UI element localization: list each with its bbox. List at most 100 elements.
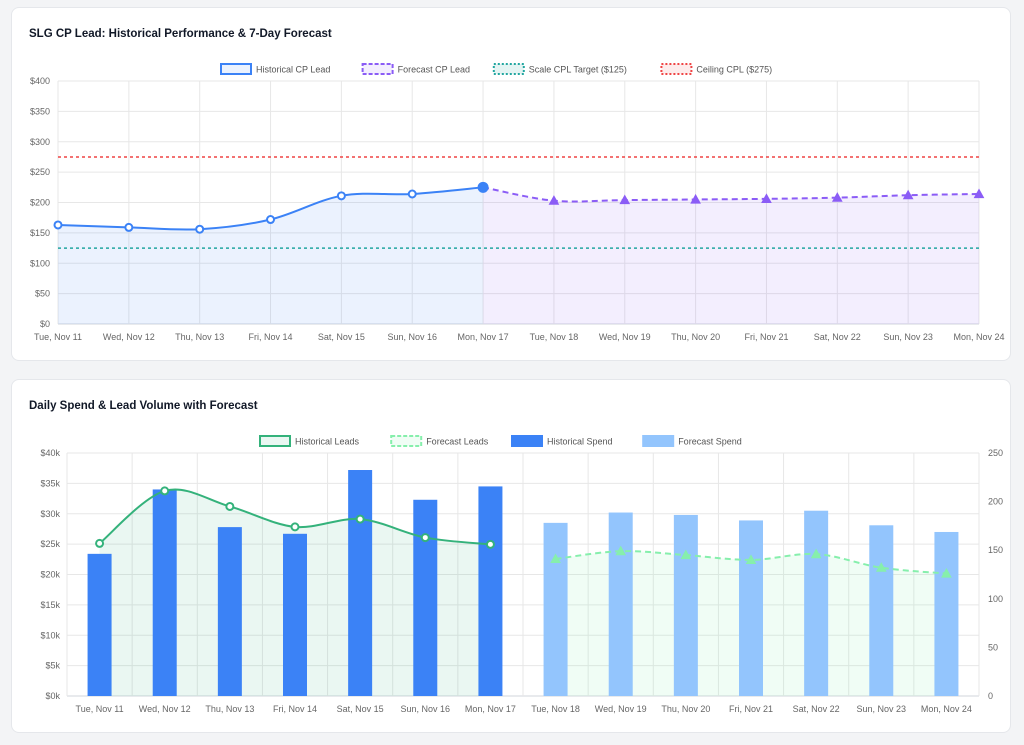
forecast-cpl-point xyxy=(902,189,914,200)
forecast-cpl-point xyxy=(690,193,701,204)
y-tick-label: $15k xyxy=(40,600,60,610)
legend-label-historical-spend: Historical Spend xyxy=(547,437,613,447)
legend-swatch-forecast-leads xyxy=(390,435,423,447)
historical-leads-point xyxy=(225,501,235,511)
y-tick-label: $200 xyxy=(30,198,50,208)
x-tick-label: Sat, Nov 15 xyxy=(318,332,365,342)
historical-leads-point xyxy=(290,522,300,532)
legend-label-historical-cp-lead: Historical CP Lead xyxy=(256,65,330,75)
legend-label-scale-target: Scale CPL Target ($125) xyxy=(529,65,627,75)
historical-leads-point xyxy=(355,514,365,524)
historical-cpl-point xyxy=(124,222,134,232)
x-tick-label: Tue, Nov 11 xyxy=(34,332,82,342)
y-tick-label: $35k xyxy=(40,478,60,488)
x-tick-label: Sat, Nov 15 xyxy=(337,704,384,714)
x-tick-label: Sun, Nov 23 xyxy=(857,704,907,714)
x-tick-label: Fri, Nov 21 xyxy=(729,704,773,714)
x-tick-label: Fri, Nov 21 xyxy=(744,332,788,342)
y-tick-label: $20k xyxy=(40,570,60,580)
forecast-spend-bar xyxy=(934,531,959,696)
legend-swatch-scale-target xyxy=(492,63,525,75)
legend-label-forecast-leads: Forecast Leads xyxy=(426,437,489,447)
legend-swatch-historical-cp-lead xyxy=(220,63,252,75)
x-tick-label: Wed, Nov 12 xyxy=(139,704,191,714)
x-tick-label: Tue, Nov 18 xyxy=(530,332,579,342)
forecast-spend-bar xyxy=(804,510,829,696)
y-tick-label: $250 xyxy=(30,167,50,177)
x-tick-label: Thu, Nov 13 xyxy=(205,704,254,714)
forecast-cpl-point xyxy=(831,192,843,202)
forecast-spend-bar xyxy=(869,525,894,696)
forecast-spend-bar xyxy=(739,520,763,696)
historical-spend-bar xyxy=(87,553,112,696)
y-tick-label: $25k xyxy=(40,539,60,549)
x-tick-label: Fri, Nov 14 xyxy=(249,332,293,342)
historical-spend-bar xyxy=(283,533,307,696)
forecast-cpl-point xyxy=(973,188,985,199)
historical-cpl-point xyxy=(266,215,276,225)
historical-spend-bar xyxy=(478,486,503,696)
forecast-cpl-point xyxy=(619,194,631,205)
x-tick-label: Thu, Nov 13 xyxy=(175,332,224,342)
legend-label-forecast-spend: Forecast Spend xyxy=(678,437,742,447)
y2-tick-label: 250 xyxy=(988,448,1003,458)
forecast-leads-point xyxy=(875,562,887,572)
x-tick-label: Mon, Nov 24 xyxy=(921,704,972,714)
historical-spend-bar xyxy=(413,499,438,696)
forecast-cpl-point xyxy=(548,195,560,205)
cpl-chart: $0 $50 $100 $150 $200 $250 $300 $350 $400 Tue, No… xyxy=(30,63,1005,342)
x-tick-label: Thu, Nov 20 xyxy=(671,332,720,342)
legend-swatch-historical-leads xyxy=(259,435,291,447)
legend-label-historical-leads: Historical Leads xyxy=(295,437,360,447)
x-tick-label: Thu, Nov 20 xyxy=(661,704,710,714)
x-tick-label: Wed, Nov 12 xyxy=(103,332,155,342)
x-tick-label: Mon, Nov 17 xyxy=(465,704,516,714)
spend-chart: $0k $5k $10k $15k $20k $25k $30k $35k $40k 0 50 100… xyxy=(40,435,1003,714)
historical-cpl-point xyxy=(195,224,205,234)
legend-swatch-historical-spend xyxy=(511,435,543,447)
x-tick-label: Tue, Nov 11 xyxy=(76,704,124,714)
y2-tick-label: 200 xyxy=(988,497,1003,507)
y-tick-label: $100 xyxy=(30,258,50,268)
historical-spend-bar xyxy=(217,527,242,696)
spend-chart-card: Daily Spend & Lead Volume with Forecast … xyxy=(11,379,1011,733)
cpl-chart-title: SLG CP Lead: Historical Performance & 7-… xyxy=(29,28,332,40)
y-tick-label: $5k xyxy=(45,661,60,671)
forecast-leads-point xyxy=(680,549,692,560)
legend-swatch-forecast-spend xyxy=(642,435,675,447)
legend-label-ceiling: Ceiling CPL ($275) xyxy=(696,65,772,75)
x-tick-label: Wed, Nov 19 xyxy=(599,332,651,342)
historical-spend-bar xyxy=(152,489,177,696)
legend-swatch-forecast-cp-lead xyxy=(361,63,394,75)
x-tick-label: Wed, Nov 19 xyxy=(595,704,647,714)
historical-leads-point xyxy=(485,539,495,549)
historical-cpl-point xyxy=(407,189,417,199)
x-tick-label: Sat, Nov 22 xyxy=(814,332,861,342)
forecast-leads-point xyxy=(550,553,561,564)
x-tick-label: Sun, Nov 23 xyxy=(883,332,933,342)
x-tick-label: Mon, Nov 17 xyxy=(458,332,509,342)
forecast-leads-point xyxy=(745,554,757,565)
y-tick-label: $30k xyxy=(40,509,60,519)
x-tick-label: Tue, Nov 18 xyxy=(531,704,580,714)
y2-tick-label: 150 xyxy=(988,545,1003,555)
forecast-leads-point xyxy=(615,545,627,556)
y2-tick-label: 100 xyxy=(988,594,1003,604)
historical-cpl-point xyxy=(53,220,63,230)
historical-leads-point xyxy=(160,486,170,496)
historical-area xyxy=(58,187,484,324)
y-tick-label: $40k xyxy=(40,448,60,458)
forecast-spend-bar xyxy=(543,522,568,696)
cpl-chart-card: SLG CP Lead: Historical Performance & 7-… xyxy=(11,7,1011,361)
historical-cpl-point xyxy=(336,191,346,201)
historical-leads-point xyxy=(420,533,430,543)
historical-cpl-point xyxy=(477,181,489,193)
y-tick-label: $350 xyxy=(30,106,50,116)
y-tick-label: $0k xyxy=(45,691,60,701)
historical-leads-point xyxy=(95,538,105,548)
y2-tick-label: 50 xyxy=(988,642,998,652)
legend-label-forecast-cp-lead: Forecast CP Lead xyxy=(398,65,470,75)
x-tick-label: Mon, Nov 24 xyxy=(953,332,1004,342)
y2-tick-label: 0 xyxy=(988,691,993,701)
x-tick-label: Sun, Nov 16 xyxy=(401,704,451,714)
